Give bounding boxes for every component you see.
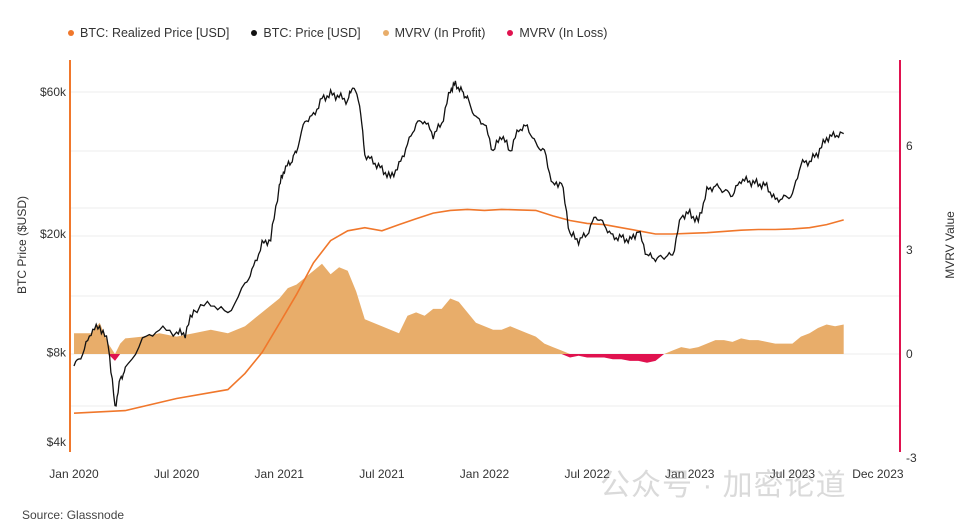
legend-label-mvrv-loss: MVRV (In Loss) — [519, 26, 608, 40]
right-tick-label: 3 — [906, 243, 913, 257]
x-axis-ticks: Jan 2020 Jul 2020 Jan 2021 Jul 2021 Jan 2022… — [49, 467, 904, 481]
mvrv-profit-area — [74, 263, 844, 354]
x-tick-label: Jan 2020 — [49, 467, 99, 481]
legend-item-price[interactable]: BTC: Price [USD] — [251, 26, 361, 40]
left-axis-title: BTC Price ($USD) — [15, 196, 29, 294]
legend-label-realized-price: BTC: Realized Price [USD] — [80, 26, 230, 40]
gridlines — [70, 91, 900, 407]
chart-legend: BTC: Realized Price [USD] BTC: Price [US… — [68, 26, 607, 40]
x-tick-label: Dec 2023 — [852, 467, 904, 481]
source-note: Source: Glassnode — [22, 508, 125, 522]
x-tick-label: Jul 2022 — [564, 467, 610, 481]
legend-dot-price — [251, 30, 258, 36]
legend-dot-mvrv-profit — [382, 30, 389, 36]
x-tick-label: Jan 2022 — [460, 467, 510, 481]
legend-dot-mvrv-loss — [507, 30, 514, 36]
right-axis-ticks: 6 3 0 -3 — [906, 139, 917, 465]
x-tick-label: Jul 2023 — [770, 467, 816, 481]
right-axis-title: MVRV Value — [943, 211, 957, 279]
legend-item-mvrv-loss[interactable]: MVRV (In Loss) — [507, 26, 607, 40]
legend-label-price: BTC: Price [USD] — [263, 26, 361, 40]
left-tick-label: $60k — [40, 85, 67, 99]
left-axis-ticks: $60k $20k $8k $4k — [40, 85, 67, 449]
x-tick-label: Jan 2021 — [255, 467, 305, 481]
legend-dot-realized-price — [68, 30, 74, 36]
realized-price-line — [73, 208, 844, 414]
legend-item-realized-price[interactable]: BTC: Realized Price [USD] — [68, 26, 229, 40]
right-tick-label: 6 — [906, 139, 913, 153]
btc-price-line — [73, 80, 844, 407]
legend-label-mvrv-profit: MVRV (In Profit) — [394, 26, 486, 40]
left-tick-label: $4k — [47, 435, 67, 449]
legend-item-mvrv-profit[interactable]: MVRV (In Profit) — [382, 26, 486, 40]
mvrv-loss-area — [74, 354, 844, 363]
watermark-text: 公众号 · 加密论道 — [600, 469, 847, 502]
x-tick-label: Jul 2020 — [154, 467, 200, 481]
x-tick-label: Jan 2023 — [665, 467, 715, 481]
right-tick-label: -3 — [906, 451, 917, 465]
left-tick-label: $8k — [47, 345, 67, 359]
x-tick-label: Jul 2021 — [359, 467, 405, 481]
right-tick-label: 0 — [906, 347, 913, 361]
left-tick-label: $20k — [40, 227, 67, 241]
